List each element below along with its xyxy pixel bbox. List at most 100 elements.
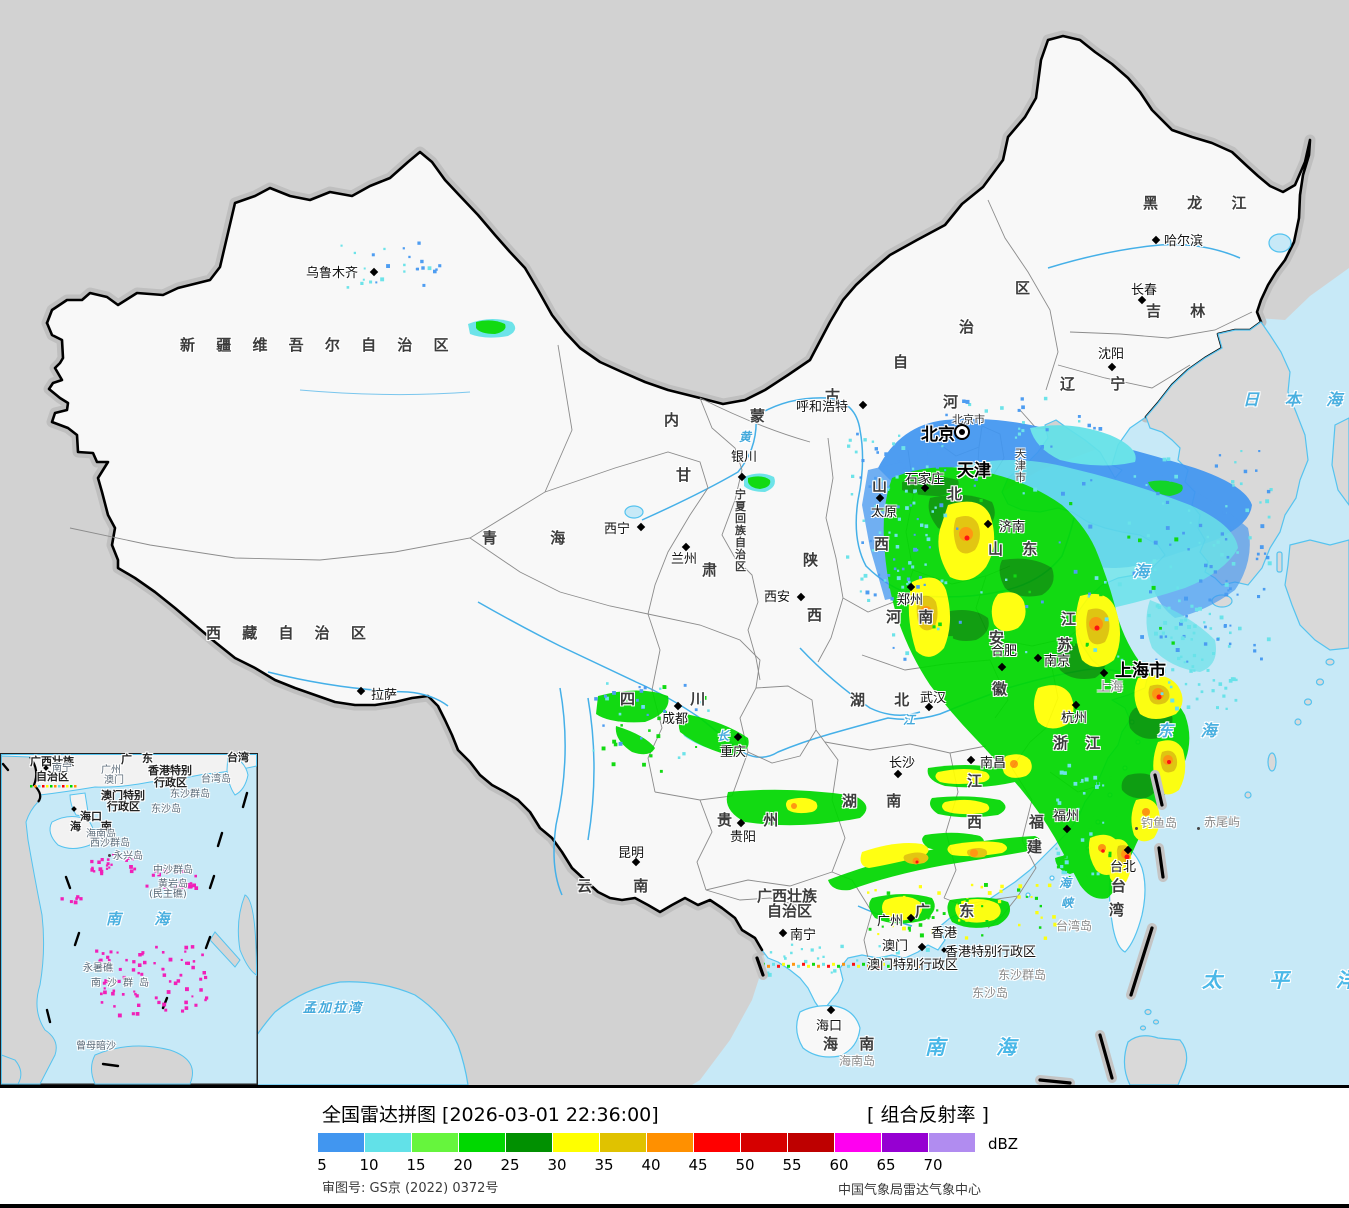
- map-label: 南昌: [980, 756, 1007, 771]
- map-label: 沈阳: [1098, 347, 1125, 362]
- map-label: 治: [735, 548, 746, 561]
- map-label: 贵 州: [717, 811, 792, 829]
- inset-label: 广州: [101, 765, 121, 776]
- map-label: 建: [1027, 838, 1043, 856]
- map-label: 江: [903, 713, 916, 727]
- map-label: 澳门特别行政区: [867, 958, 959, 973]
- luzon-island: [1123, 1035, 1188, 1085]
- map-label: 治: [959, 318, 975, 336]
- inset-label: 自治区: [36, 770, 69, 783]
- map-label: 武汉: [920, 691, 947, 706]
- map-label: 西: [967, 813, 983, 831]
- product-name: [ 组合反射率 ]: [867, 1104, 989, 1126]
- map-label: 杭州: [1061, 711, 1088, 726]
- map-label: 湖 南: [842, 792, 914, 810]
- colorbar-cell-10: [365, 1133, 411, 1152]
- city-marker: [108, 854, 111, 857]
- map-label: 苏: [1057, 636, 1073, 654]
- inset-label: 广西壮族: [30, 755, 74, 768]
- map-label: 黑 龙 江: [1143, 194, 1259, 212]
- inset-label: 曾母暗沙: [76, 1041, 116, 1052]
- map-label: 拉萨: [371, 688, 398, 703]
- map-label: 回: [735, 512, 746, 525]
- inset-luzon: [237, 894, 258, 976]
- inset-hainan: [49, 816, 94, 849]
- tick-60: 60: [829, 1156, 849, 1174]
- inset-label: 台湾: [227, 751, 249, 764]
- inset-label: 海南岛: [86, 829, 116, 840]
- map-label: 郑州: [897, 593, 924, 608]
- inset-label: 东: [142, 752, 153, 765]
- capital-marker: [954, 424, 970, 440]
- map-label: 南京: [1044, 654, 1071, 669]
- inset-island-markers: [60, 853, 209, 1018]
- inset-label: 东沙群岛: [170, 789, 210, 800]
- map-label: 西 藏 自 治 区: [206, 624, 374, 642]
- maritime-boundary-dashes: [752, 770, 1168, 1085]
- colorbar-cell-65: [882, 1133, 928, 1152]
- colorbar-cell-25: [506, 1133, 552, 1152]
- map-label: 乌鲁木齐: [306, 266, 359, 281]
- map-label: 自: [893, 353, 909, 371]
- map-label: 市: [1015, 471, 1026, 484]
- inset-label: (民主礁): [149, 889, 187, 900]
- map-label: 云 南: [577, 877, 667, 895]
- map-label: 澳门: [882, 939, 909, 954]
- map-label: 夏: [735, 500, 746, 513]
- colorbar-cell-60: [835, 1133, 881, 1152]
- city-marker: [1197, 827, 1200, 830]
- map-label: 福: [1029, 813, 1045, 831]
- colorbar-cell-70: [929, 1133, 975, 1152]
- inset-label: 海 南: [70, 820, 120, 833]
- map-label: 贵阳: [730, 830, 757, 845]
- map-label: 广西壮族: [757, 887, 818, 905]
- colorbar-cell-30: [553, 1133, 599, 1152]
- map-label: 济南: [999, 520, 1026, 535]
- colorbar-cell-20: [459, 1133, 505, 1152]
- agency-credit: 中国气象局雷达气象中心: [838, 1183, 982, 1198]
- inset-label: 台湾岛: [201, 774, 231, 785]
- radar-echo-layer: [340, 241, 1273, 977]
- map-label: 天: [1015, 447, 1026, 460]
- tick-65: 65: [876, 1156, 896, 1174]
- map-label: 海: [1059, 876, 1072, 890]
- map-label: 浙 江: [1053, 734, 1107, 752]
- map-label: 海: [1133, 562, 1150, 581]
- inset-label: 香港特别: [148, 764, 192, 777]
- map-label: 津: [1015, 459, 1026, 472]
- map-label: 四 川: [620, 690, 731, 708]
- radar-artifact-stripe: [762, 962, 920, 968]
- map-label: 钓鱼岛: [1141, 816, 1178, 830]
- china-radar-map: [0, 0, 1349, 1088]
- map-canvas: [0, 0, 1349, 1085]
- map-label: 台北: [1110, 860, 1137, 875]
- map-label: 辽 宁: [1060, 375, 1141, 393]
- map-label: 古: [825, 387, 841, 405]
- map-label: 新 疆 维 吾 尔 自 治 区: [180, 336, 457, 354]
- radar-speckles: [340, 241, 1273, 977]
- colorbar-cell-50: [741, 1133, 787, 1152]
- map-label: 陕: [803, 551, 819, 569]
- map-label: 台: [1111, 877, 1127, 895]
- inset-label: 行政区: [107, 800, 140, 813]
- map-label: 东沙岛: [972, 986, 1009, 1000]
- map-label: 天津: [957, 461, 991, 481]
- map-label: 族: [735, 524, 746, 537]
- inset-label: 永兴岛: [113, 851, 143, 862]
- tick-25: 25: [500, 1156, 520, 1174]
- map-label: 上海市: [1115, 661, 1166, 681]
- map-label: 广 东: [915, 902, 987, 920]
- map-label: 江: [1061, 610, 1077, 628]
- inset-label: 澳门: [104, 775, 124, 786]
- tick-55: 55: [782, 1156, 802, 1174]
- map-label: 自: [735, 536, 746, 549]
- map-label: 区: [735, 560, 746, 573]
- inset-label: 广: [121, 753, 132, 766]
- map-label: 海南岛: [839, 1054, 876, 1068]
- map-label: 太 平 洋: [1202, 968, 1349, 992]
- map-label: 内: [664, 411, 680, 429]
- inset-label: 澳门特别: [101, 789, 145, 802]
- unit-label: dBZ: [988, 1135, 1019, 1153]
- map-label: 南 海: [925, 1035, 1038, 1059]
- inset-label: 南沙群岛: [91, 978, 155, 989]
